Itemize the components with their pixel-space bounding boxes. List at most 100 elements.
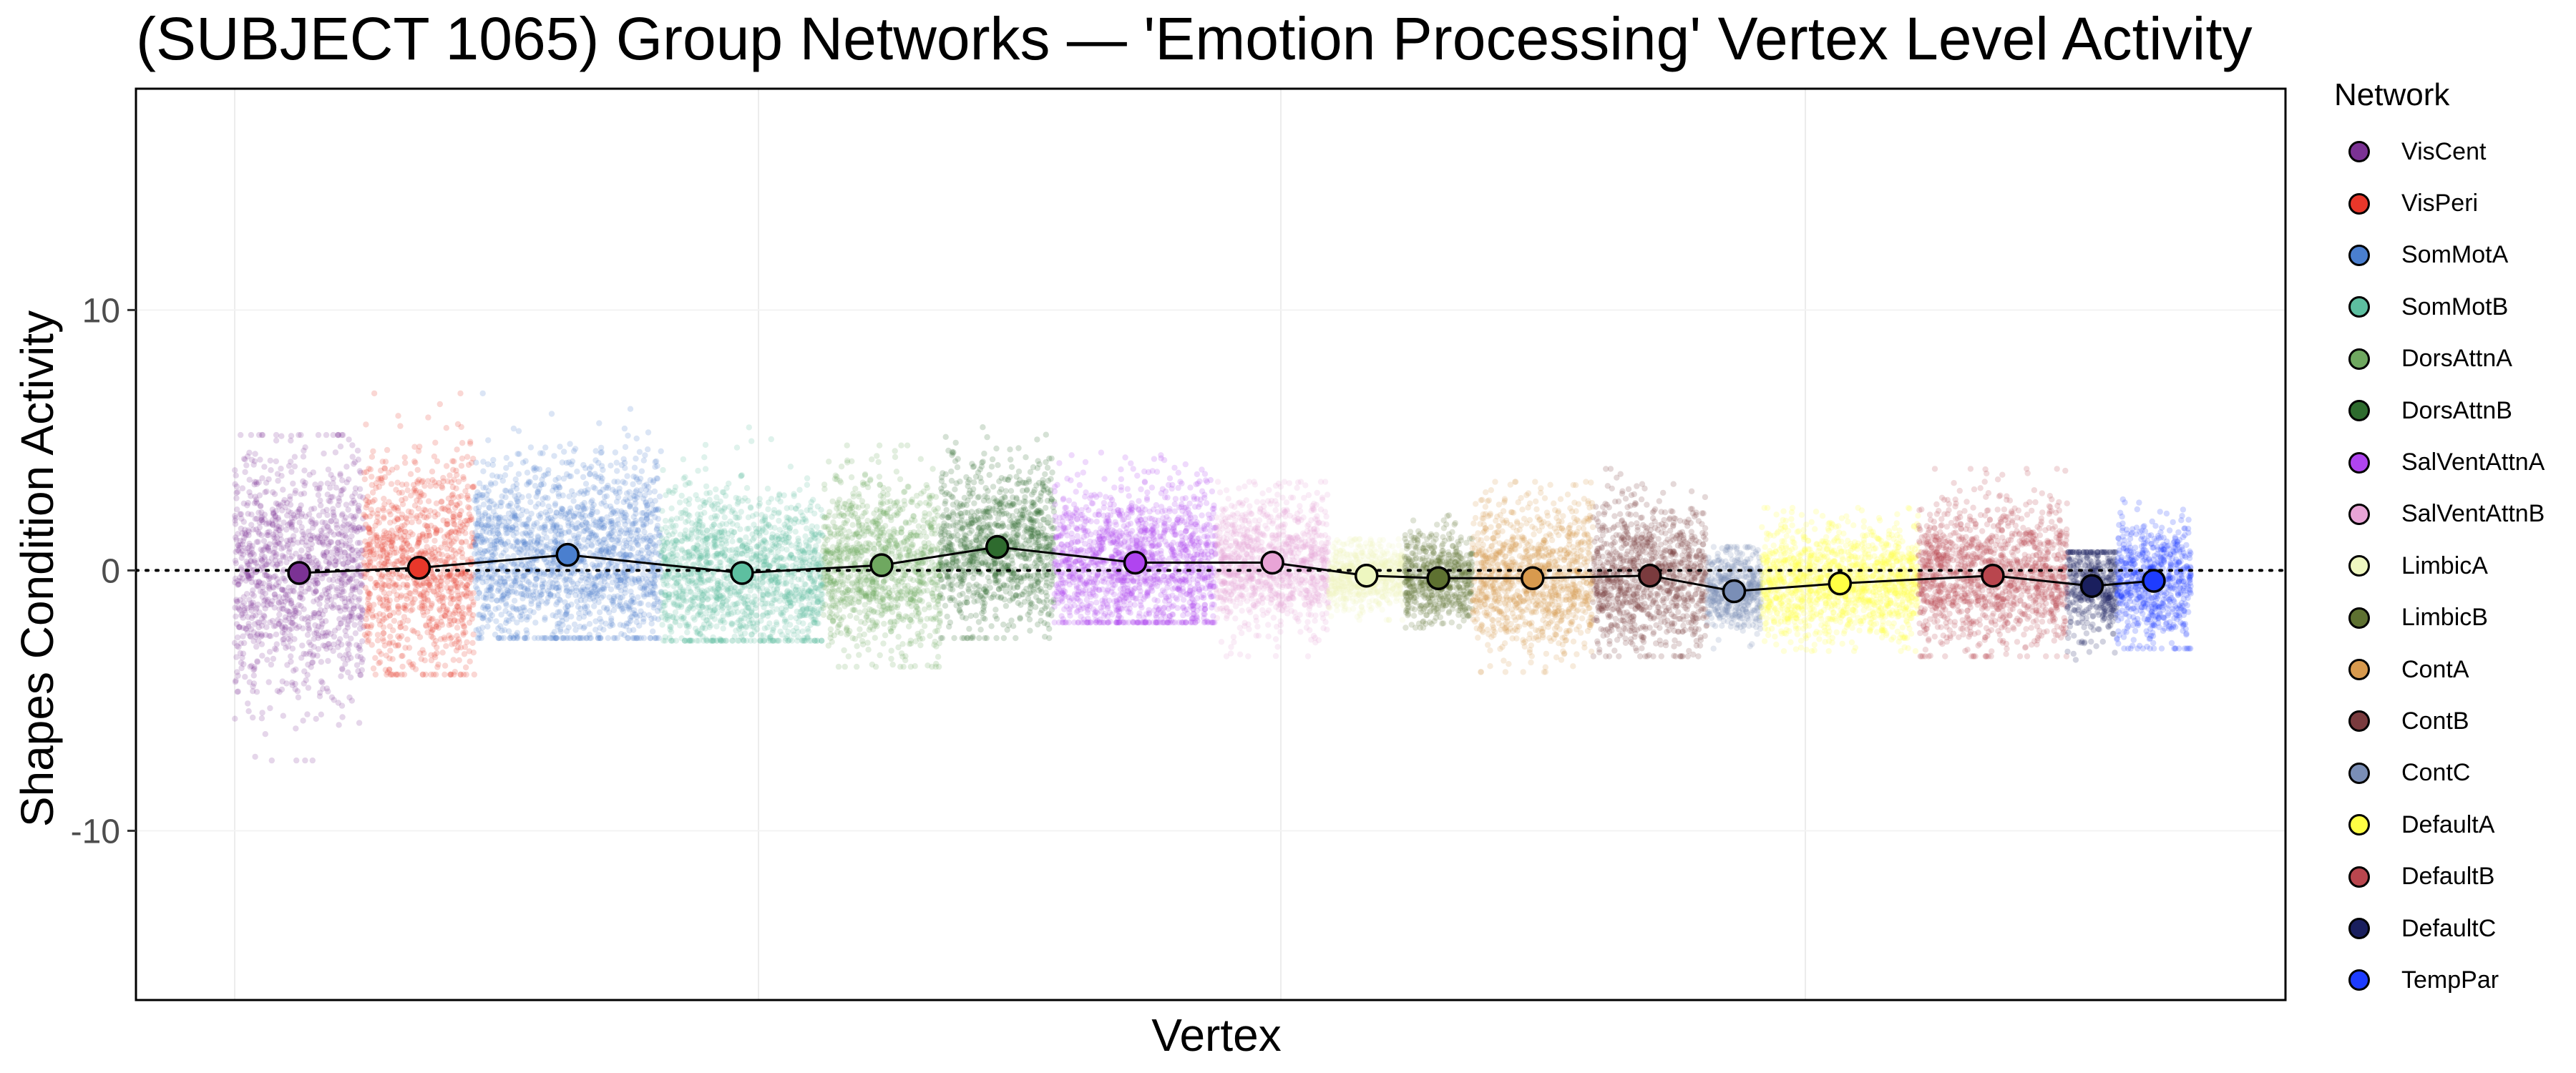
scatter-point bbox=[720, 617, 726, 624]
scatter-point bbox=[278, 433, 285, 439]
scatter-point bbox=[801, 557, 808, 563]
scatter-point bbox=[454, 446, 460, 453]
scatter-point bbox=[336, 498, 343, 504]
scatter-point bbox=[332, 545, 338, 552]
scatter-point bbox=[608, 620, 615, 627]
scatter-point bbox=[645, 602, 652, 608]
scatter-point bbox=[409, 547, 416, 553]
scatter-point bbox=[795, 629, 801, 635]
scatter-point bbox=[575, 604, 582, 610]
scatter-point bbox=[454, 603, 460, 610]
scatter-point bbox=[419, 671, 426, 678]
scatter-point bbox=[312, 582, 319, 589]
scatter-point bbox=[295, 694, 302, 701]
scatter-point bbox=[283, 592, 289, 599]
scatter-point bbox=[451, 521, 457, 527]
scatter-point bbox=[313, 485, 321, 492]
scatter-point bbox=[307, 614, 314, 622]
scatter-point bbox=[340, 655, 347, 662]
scatter-point bbox=[336, 575, 343, 582]
scatter-point bbox=[487, 480, 494, 486]
scatter-point bbox=[376, 622, 384, 628]
scatter-point bbox=[342, 627, 348, 635]
scatter-point bbox=[431, 509, 438, 515]
scatter-point bbox=[263, 624, 270, 630]
scatter-point bbox=[804, 475, 811, 481]
scatter-point bbox=[278, 587, 286, 593]
scatter-point bbox=[268, 661, 275, 668]
scatter-point bbox=[566, 493, 572, 500]
scatter-point bbox=[494, 474, 500, 480]
scatter-point bbox=[261, 511, 268, 518]
scatter-point bbox=[769, 549, 775, 556]
scatter-point bbox=[404, 487, 411, 494]
scatter-point bbox=[246, 542, 253, 549]
scatter-point bbox=[684, 629, 691, 636]
scatter-point bbox=[666, 635, 673, 641]
scatter-point bbox=[276, 689, 283, 695]
scatter-point bbox=[510, 553, 517, 559]
scatter-point bbox=[245, 529, 252, 535]
scatter-point bbox=[507, 488, 514, 494]
scatter-point bbox=[277, 557, 283, 564]
scatter-point bbox=[259, 589, 266, 595]
scatter-point bbox=[723, 521, 730, 527]
scatter-point bbox=[645, 509, 652, 516]
scatter-point bbox=[248, 572, 255, 579]
scatter-point bbox=[351, 461, 357, 467]
scatter-point bbox=[595, 474, 602, 481]
scatter-point bbox=[351, 516, 357, 522]
scatter-point bbox=[236, 624, 243, 630]
scatter-point bbox=[479, 390, 486, 397]
scatter-point bbox=[554, 537, 560, 544]
scatter-point bbox=[361, 469, 368, 476]
scatter-point bbox=[367, 624, 374, 630]
scatter-point bbox=[350, 572, 356, 579]
scatter-point bbox=[260, 564, 266, 571]
scatter-point bbox=[273, 529, 279, 536]
scatter-point bbox=[321, 542, 327, 548]
scatter-point bbox=[450, 466, 457, 473]
scatter-point bbox=[544, 516, 550, 523]
scatter-point bbox=[568, 488, 575, 494]
scatter-point bbox=[336, 495, 342, 501]
scatter-point bbox=[622, 480, 628, 486]
scatter-point bbox=[275, 526, 282, 534]
scatter-point bbox=[777, 499, 784, 505]
scatter-point bbox=[506, 575, 512, 582]
scatter-point bbox=[248, 607, 255, 614]
scatter-point bbox=[328, 603, 335, 609]
scatter-point bbox=[299, 642, 306, 649]
scatter-point bbox=[245, 499, 251, 506]
scatter-point bbox=[323, 506, 330, 513]
scatter-point bbox=[473, 627, 479, 634]
scatter-point bbox=[298, 511, 306, 517]
scatter-point bbox=[315, 491, 322, 499]
scatter-point bbox=[708, 514, 715, 521]
scatter-point bbox=[507, 635, 513, 642]
scatter-point bbox=[292, 487, 299, 494]
scatter-point bbox=[416, 634, 424, 640]
scatter-point bbox=[444, 579, 451, 585]
scatter-point bbox=[341, 517, 348, 524]
scatter-point bbox=[567, 441, 573, 447]
scatter-point bbox=[321, 450, 327, 457]
scatter-point bbox=[447, 529, 453, 536]
scatter-point bbox=[474, 520, 482, 526]
scatter-point bbox=[521, 542, 528, 548]
scatter-point bbox=[261, 613, 268, 620]
scatter-point bbox=[659, 508, 665, 514]
scatter-point bbox=[268, 467, 274, 474]
scatter-point bbox=[359, 656, 366, 662]
scatter-point bbox=[291, 607, 298, 614]
scatter-point bbox=[399, 489, 406, 496]
scatter-point bbox=[273, 508, 279, 514]
scatter-point bbox=[489, 592, 496, 599]
scatter-point bbox=[245, 575, 252, 582]
scatter-point bbox=[249, 591, 255, 597]
scatter-point bbox=[290, 611, 297, 617]
scatter-point bbox=[338, 589, 345, 595]
scatter-point bbox=[359, 607, 366, 614]
scatter-point bbox=[464, 454, 471, 460]
